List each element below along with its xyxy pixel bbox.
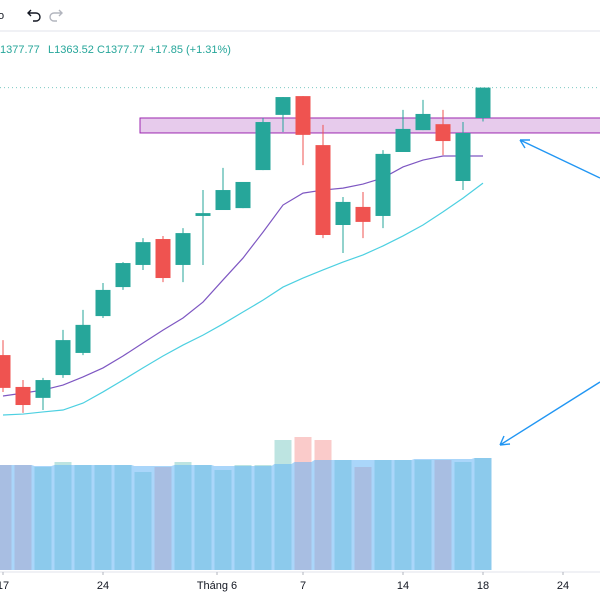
candle-body xyxy=(175,233,191,265)
candle-body xyxy=(275,97,291,115)
candle-body xyxy=(455,132,471,182)
x-tick-label: Tháng 6 xyxy=(197,580,237,592)
candle-body xyxy=(295,96,311,135)
x-tick-label: 14 xyxy=(397,580,409,592)
candle-body xyxy=(255,122,271,171)
candle-body xyxy=(115,263,131,288)
candle-body xyxy=(215,190,231,211)
candle-body xyxy=(195,213,211,216)
x-tick-label: 24 xyxy=(557,580,569,592)
candle-body xyxy=(375,153,391,216)
legend-change: +17.85 (+1.31%) xyxy=(149,44,231,56)
candle-body xyxy=(155,239,171,279)
zone-rectangle xyxy=(139,117,600,134)
volume-ma-area xyxy=(0,458,492,570)
x-tick-label: 24 xyxy=(97,580,109,592)
legend-high: 1377.77 xyxy=(0,44,40,56)
undo-button[interactable] xyxy=(27,9,41,22)
candle-body xyxy=(235,181,251,209)
moving-average xyxy=(2,155,483,397)
candle-body xyxy=(55,340,71,376)
candle-body xyxy=(335,201,351,225)
x-tick-label: 18 xyxy=(477,580,489,592)
candle-body xyxy=(415,113,431,131)
legend-close: C1377.77 xyxy=(97,44,145,56)
candle-body xyxy=(95,289,111,317)
candle-body xyxy=(395,128,411,152)
candle-body xyxy=(135,242,151,265)
candle-body xyxy=(0,355,11,388)
symbol-fragment: o xyxy=(0,10,4,22)
redo-button[interactable] xyxy=(49,9,63,22)
candle-body xyxy=(475,87,491,118)
arrow xyxy=(499,381,600,446)
candle-body xyxy=(435,124,451,142)
candle-body xyxy=(355,206,371,222)
candle-body xyxy=(75,324,91,353)
x-tick-label: 17 xyxy=(0,580,9,592)
candle-body xyxy=(15,386,31,406)
moving-average xyxy=(2,182,484,416)
drawn-arrows xyxy=(499,139,600,446)
candle-body xyxy=(315,145,331,235)
legend-low: L1363.52 xyxy=(48,44,94,56)
candle-body xyxy=(35,380,51,398)
x-tick-label: 7 xyxy=(300,580,306,592)
arrow xyxy=(519,139,600,179)
plot: 17 24 Tháng 6 7 14 18 24 xyxy=(0,87,600,592)
